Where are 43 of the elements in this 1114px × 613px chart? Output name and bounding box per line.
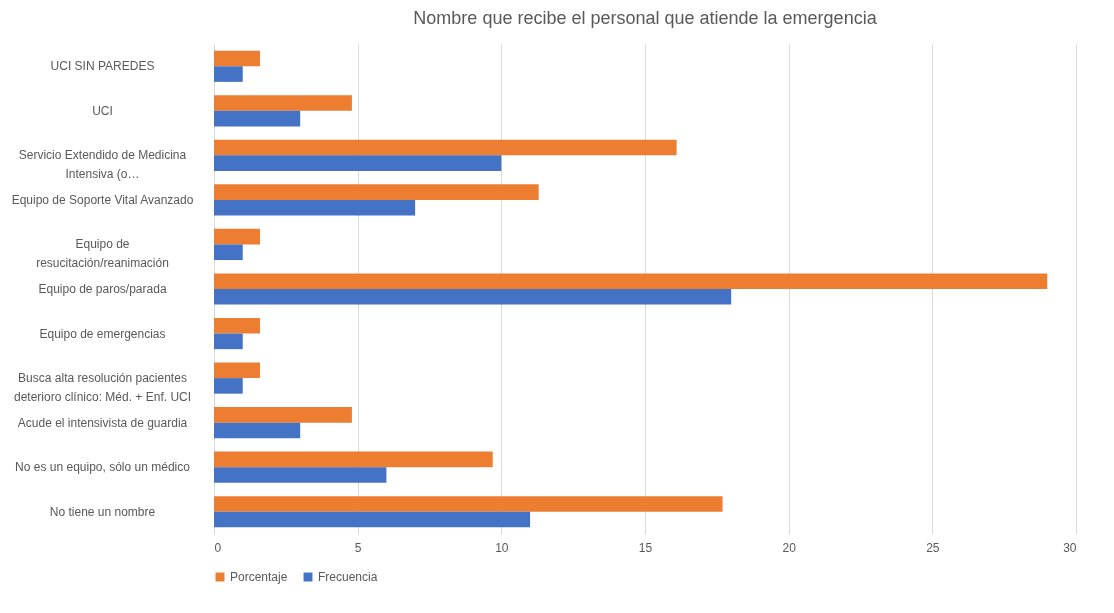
legend-label: Porcentaje [230,570,288,584]
bar [214,511,531,528]
bar [214,407,352,423]
bar [214,496,723,512]
bar [214,422,301,439]
bar [214,199,416,216]
y-tick-label: Equipo de emergencias [39,326,166,341]
bar [214,362,260,379]
bar [214,110,301,127]
bar [214,273,1048,289]
y-tick-label: Acude el intensivista de guardia [17,415,188,430]
y-tick-label: UCI SIN PAREDES [50,59,155,74]
y-tick-label: UCI [92,103,113,118]
bar [214,467,387,483]
y-tick-label: No es un equipo, sólo un médico [15,460,191,475]
y-tick-label: Equipo de resucitación/reanimación [36,237,169,271]
y-tick-label: Equipo de Soporte Vital Avanzado [11,192,194,207]
y-tick-label: Servicio Extendido de Medicina Intensiva (o… [18,148,187,182]
bar [214,66,243,82]
bar [214,139,677,156]
legend-label: Frecuencia [318,570,378,584]
x-tick-label: 25 [926,540,940,555]
bar [214,378,243,394]
x-tick-label: 15 [638,540,653,555]
bar [214,184,539,200]
bar [214,50,260,67]
y-tick-label: Equipo de paros/parada [38,282,167,296]
chart-title: Nombre que recibe el personal que atiende la emergencia [413,8,878,28]
bar [214,228,260,245]
y-tick-label: No tiene un nombre [49,504,156,519]
x-tick-label: 20 [782,540,797,555]
bar [214,289,732,305]
bar [214,333,243,350]
x-tick-label: 0 [214,540,222,555]
bar [214,95,352,111]
bar [214,155,502,171]
bar [214,317,260,334]
x-tick-label: 5 [354,540,362,555]
x-tick-label: 30 [1063,540,1077,555]
bar [214,244,243,261]
x-tick-label: 10 [495,540,509,555]
bar [214,451,493,468]
y-tick-label: Busca alta resolución pacientes deterioro clínico: Méd. + Enf. UCI [13,371,192,405]
